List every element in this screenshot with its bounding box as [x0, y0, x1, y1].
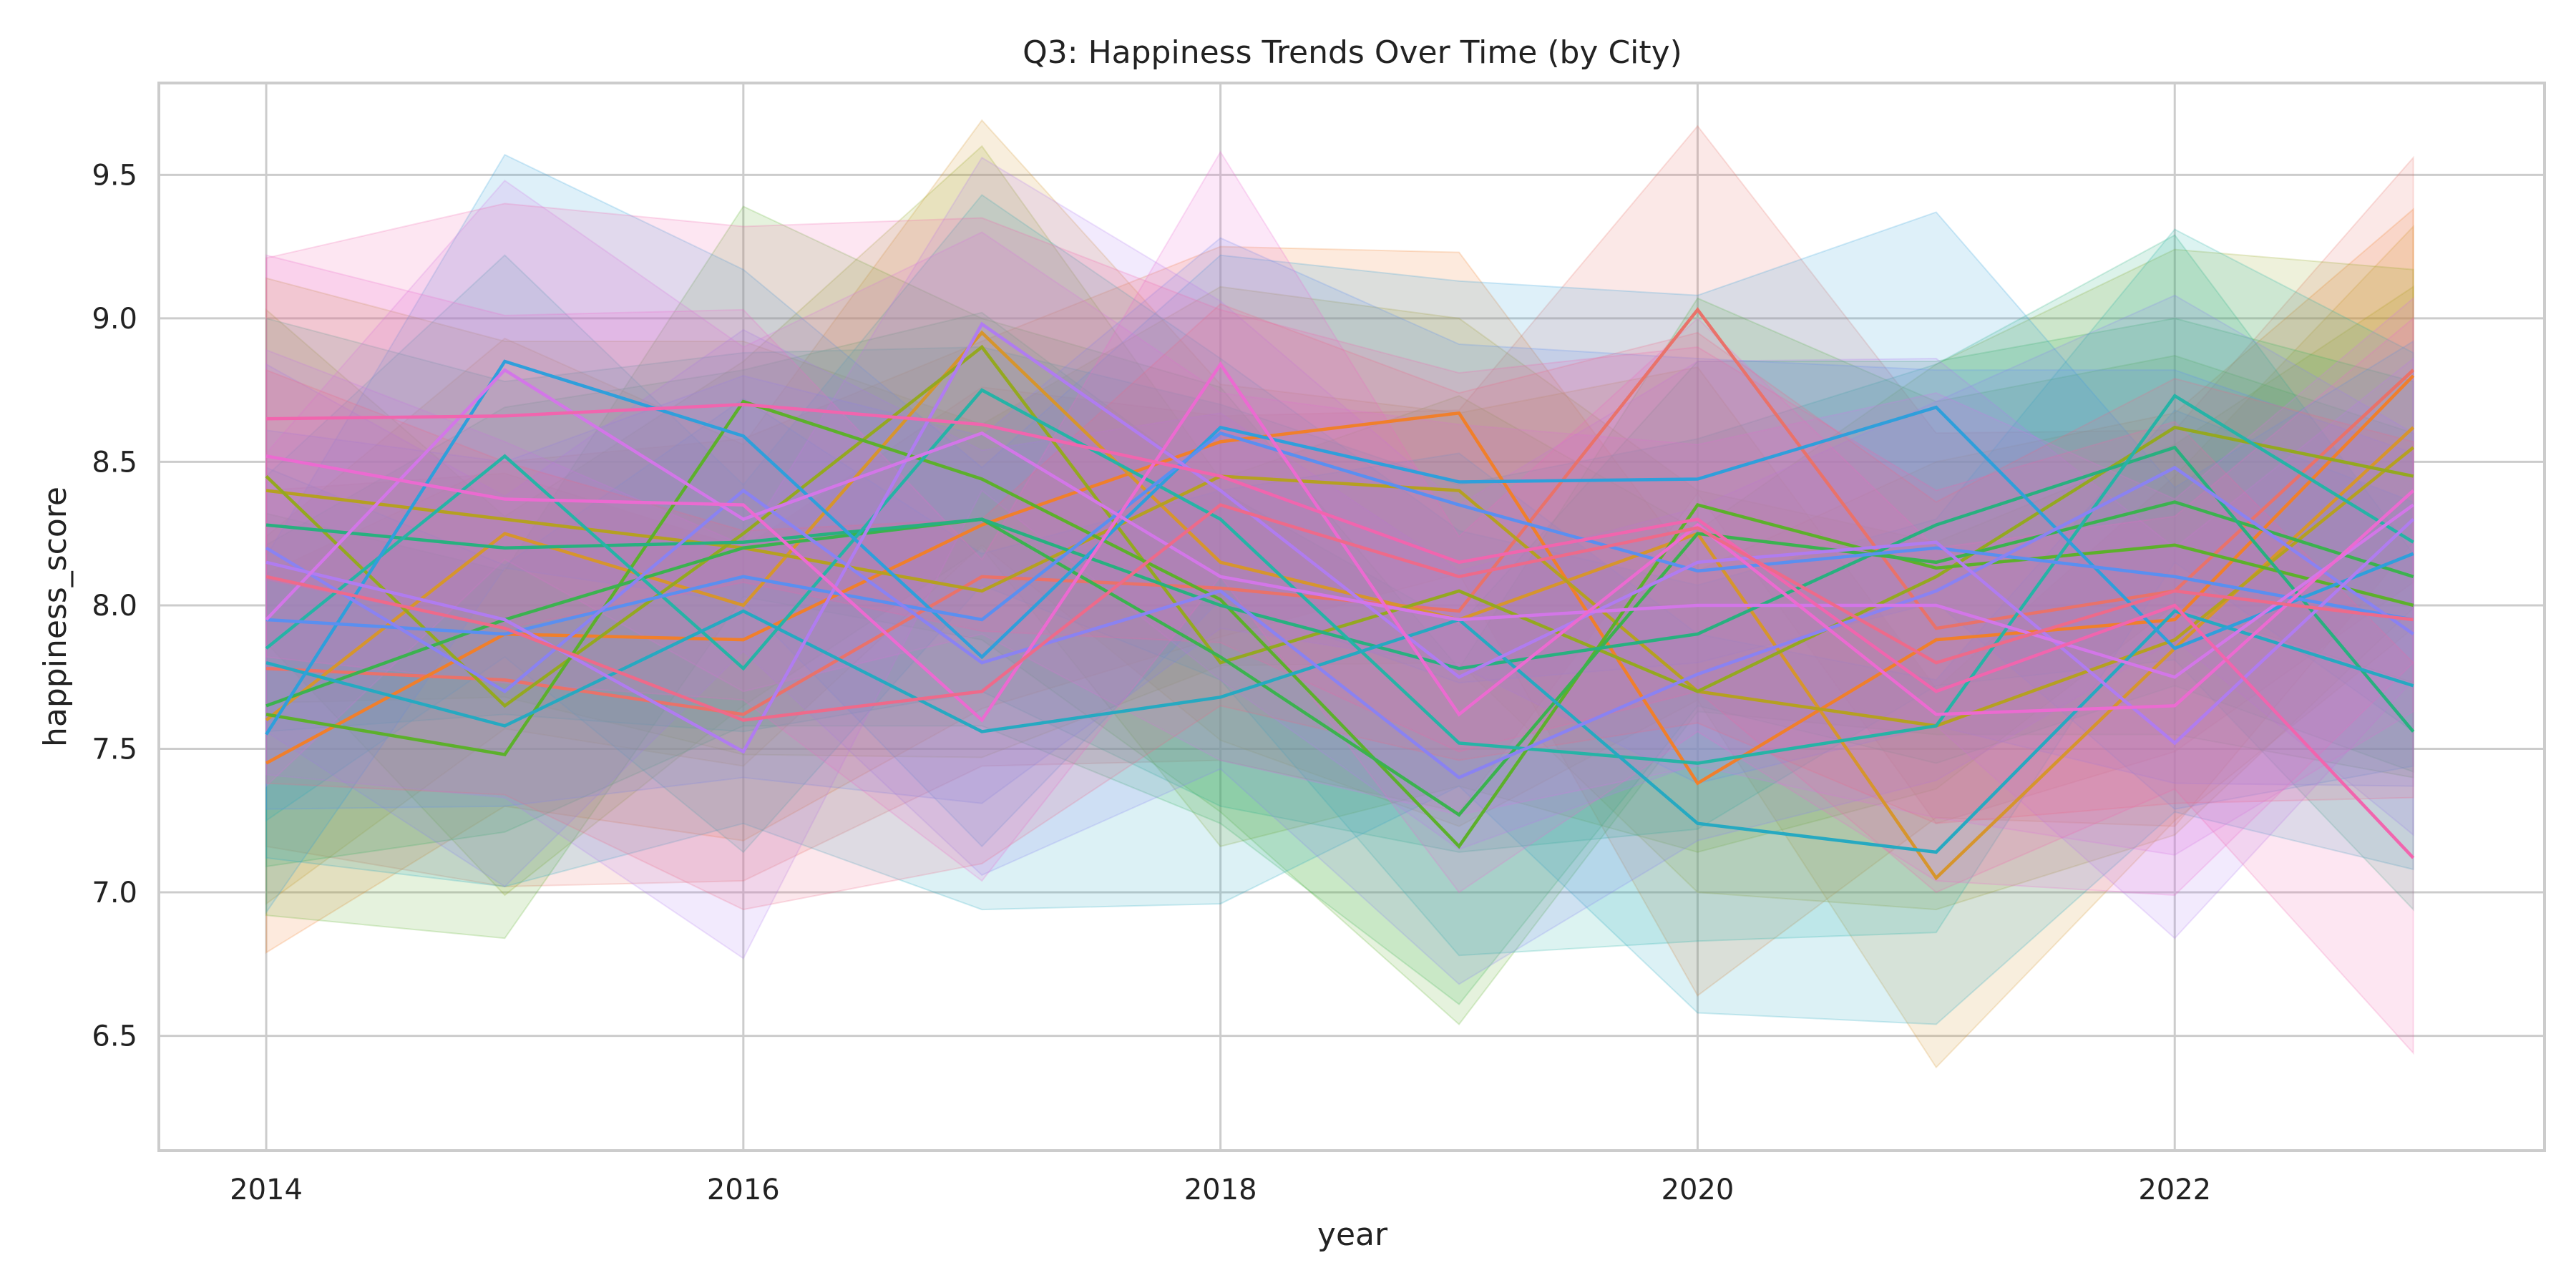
y-tick-label: 9.0: [92, 303, 137, 336]
x-tick-label: 2020: [1662, 1174, 1735, 1206]
series-line: [265, 368, 2414, 679]
series-line: [265, 465, 2414, 780]
x-tick-label: 2014: [230, 1174, 303, 1206]
chart-title: Q3: Happiness Trends Over Time (by City): [1023, 34, 1682, 71]
series-line: [265, 344, 2414, 708]
confidence-band: [265, 153, 2414, 915]
confidence-band: [265, 303, 2414, 911]
series-lines: [265, 307, 2415, 881]
confidence-band: [265, 234, 2414, 912]
x-axis-label: year: [1317, 1216, 1388, 1253]
y-tick-label: 8.0: [92, 590, 137, 623]
x-tick-label: 2018: [1184, 1174, 1257, 1206]
x-tick-label: 2016: [707, 1174, 780, 1206]
y-tick-label: 7.0: [92, 877, 137, 909]
series-line: [266, 402, 2415, 859]
y-tick-label: 7.5: [92, 733, 137, 766]
y-tick-label: 6.5: [92, 1020, 137, 1053]
series-line: [265, 503, 2414, 722]
confidence-band: [265, 156, 2414, 960]
series-line: [265, 330, 2415, 881]
y-tick-label: 9.5: [92, 159, 137, 192]
confidence-band: [265, 125, 2414, 888]
confidence-band: [265, 397, 2414, 1025]
y-axis-label: happiness_score: [37, 487, 74, 747]
series-line: [265, 374, 2415, 786]
x-tick-label: 2022: [2138, 1174, 2211, 1206]
confidence-band: [265, 119, 2414, 1069]
series-line: [265, 609, 2414, 854]
confidence-band: [265, 294, 2414, 985]
y-tick-label: 8.5: [92, 446, 137, 479]
x-tick-labels: 2014 2016 2018 2020 2022: [230, 1174, 2211, 1206]
series-line: [265, 399, 2414, 849]
confidence-band: [265, 150, 2414, 897]
series-line: [265, 445, 2415, 733]
series-line: [265, 431, 2414, 636]
y-tick-labels: 6.5 7.0 7.5 8.0 8.5 9.0 9.5: [92, 159, 137, 1053]
series-line: [265, 446, 2415, 728]
series-line: [265, 500, 2414, 817]
plot-frame: [157, 82, 2546, 1152]
